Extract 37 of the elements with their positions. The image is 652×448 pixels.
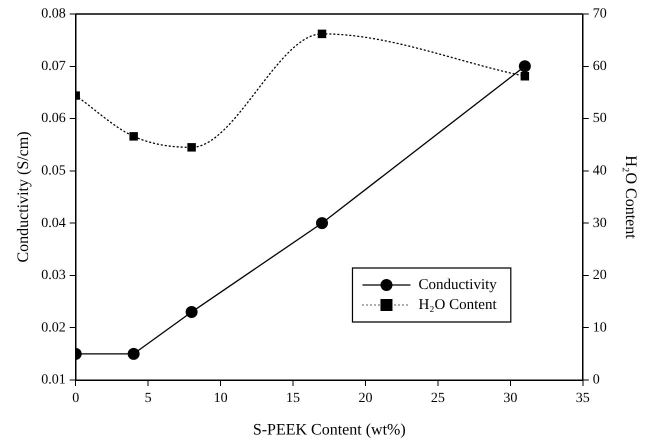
y2-tick-label: 10 [592, 320, 607, 336]
y2-tick-label: 70 [592, 6, 607, 22]
y2-tick-label: 0 [592, 372, 600, 388]
point [128, 348, 140, 360]
y2-axis-title: H₂O Content [622, 155, 640, 240]
x-tick-label: 30 [503, 391, 518, 406]
x-axis-title: S-PEEK Content (wt%) [252, 422, 406, 439]
x-tick-label: 25 [430, 391, 445, 406]
y-tick-label: 0.06 [41, 111, 66, 126]
y-tick-label: 0.01 [41, 372, 66, 388]
y-axis-title: Conductivity (S/cm) [14, 131, 32, 263]
point [187, 143, 196, 152]
x-tick-label: 20 [358, 391, 372, 406]
point [186, 306, 198, 318]
point [520, 72, 530, 80]
x-tick-label: 35 [576, 391, 590, 406]
y2-tick-label: 30 [592, 216, 607, 231]
y-tick-label: 0.08 [41, 6, 66, 22]
y2-tick-label: 40 [592, 164, 607, 179]
x-tick-label: 15 [286, 391, 300, 406]
y-tick-label: 0.04 [41, 216, 66, 231]
y-tick-label: 0.07 [41, 58, 66, 74]
y-tick-label: 0.05 [41, 164, 66, 179]
y-tick-label: 0.03 [41, 268, 66, 284]
legend-label: H₂O Content [418, 296, 498, 313]
point [316, 217, 328, 230]
x-tick-label: 5 [144, 391, 152, 406]
x-tick-label: 0 [72, 391, 80, 406]
x-tick-label: 10 [214, 391, 228, 406]
y-tick-label: 0.02 [41, 320, 66, 336]
point [129, 132, 138, 141]
point [518, 60, 531, 72]
y2-tick-label: 60 [592, 58, 607, 74]
y2-tick-label: 20 [592, 268, 607, 284]
y2-tick-label: 50 [592, 111, 607, 126]
point [318, 30, 326, 38]
legend-label: Conductivity [418, 276, 498, 293]
